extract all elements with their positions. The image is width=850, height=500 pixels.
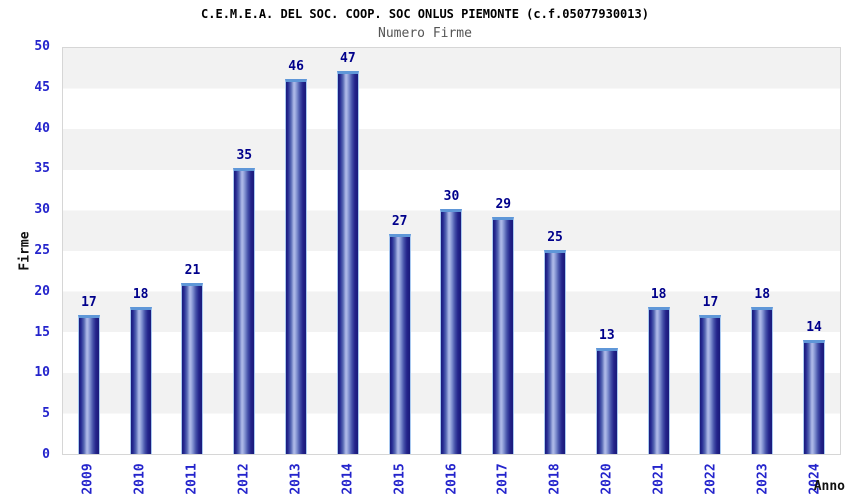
x-tick-slot: 2012 [218, 458, 270, 500]
x-tick-label: 2013 [288, 463, 304, 495]
bar-2010 [129, 307, 152, 454]
bar-2013 [285, 78, 308, 454]
x-tick-slot: 2023 [737, 458, 789, 500]
y-tick-label: 45 [34, 79, 50, 95]
y-tick-label: 40 [34, 120, 50, 136]
bar-value-label: 18 [650, 287, 667, 303]
bar-slot-2022: 17 [685, 48, 737, 454]
bar-slot-2018: 25 [529, 48, 581, 454]
x-tick-label: 2011 [184, 463, 200, 495]
bar-value-label: 30 [443, 189, 460, 205]
x-tick-label: 2009 [80, 463, 96, 495]
bar-slot-2014: 47 [322, 48, 374, 454]
bar-slot-2021: 18 [633, 48, 685, 454]
bar-value-label: 17 [702, 295, 719, 311]
bar-2022 [699, 315, 722, 454]
bar-2021 [647, 307, 670, 454]
bar-value-label: 18 [754, 287, 771, 303]
x-axis-labels: 2009 2010 2011 2012 2013 2014 2015 2016 2017 2018… [62, 458, 841, 500]
x-tick-label: 2016 [444, 463, 460, 495]
x-tick-slot: 2022 [685, 458, 737, 500]
bar-2016 [440, 209, 463, 454]
y-tick-label: 10 [34, 365, 50, 381]
bar-2017 [492, 217, 515, 454]
y-tick-label: 15 [34, 324, 50, 340]
bar-slot-2013: 46 [270, 48, 322, 454]
y-tick-label: 30 [34, 202, 50, 218]
bar-value-label: 29 [495, 197, 512, 213]
x-tick-slot: 2021 [633, 458, 685, 500]
bar-slot-2011: 21 [167, 48, 219, 454]
bar-2020 [595, 347, 618, 454]
bar-2012 [233, 168, 256, 454]
bar-slot-2023: 18 [736, 48, 788, 454]
bar-2009 [77, 315, 100, 454]
bar-value-label: 35 [236, 148, 253, 164]
bar-value-label: 25 [547, 230, 563, 245]
bar-value-label: 47 [340, 50, 356, 66]
x-tick-label: 2012 [236, 463, 252, 495]
bar-2015 [388, 233, 411, 454]
x-tick-slot: 2010 [114, 458, 166, 500]
x-tick-slot: 2020 [581, 458, 633, 500]
bar-value-label: 21 [184, 262, 201, 278]
bar-slot-2015: 27 [374, 48, 426, 454]
bar-slot-2010: 18 [115, 48, 167, 454]
x-tick-label: 2010 [132, 463, 148, 495]
x-tick-slot: 2011 [166, 458, 218, 500]
x-tick-label: 2023 [755, 463, 771, 495]
y-tick-label: 25 [34, 243, 50, 258]
bar-2014 [336, 70, 359, 454]
y-tick-label: 0 [42, 447, 50, 462]
x-tick-label: 2014 [340, 463, 356, 495]
y-tick-label: 50 [34, 39, 50, 54]
x-tick-label: 2021 [651, 463, 667, 495]
plot-area: 17 18 21 35 46 47 27 30 29 25 13 18 17 18 14 [62, 47, 841, 455]
y-axis-ticks: 0 5 10 15 20 25 30 35 40 45 50 [0, 39, 56, 462]
bar-2023 [751, 307, 774, 454]
bar-value-label: 13 [599, 327, 615, 343]
bar-value-label: 17 [81, 295, 97, 311]
bar-value-label: 18 [132, 287, 149, 303]
bar-2018 [544, 250, 567, 454]
bar-slot-2009: 17 [63, 48, 115, 454]
bar-value-label: 27 [391, 213, 408, 229]
y-tick-label: 20 [34, 283, 50, 299]
x-tick-slot: 2009 [62, 458, 114, 500]
y-tick-label: 35 [34, 161, 50, 177]
bar-slot-2024: 14 [788, 48, 840, 454]
bar-slot-2016: 30 [426, 48, 478, 454]
x-tick-slot: 2015 [374, 458, 426, 500]
bar-slot-2020: 13 [581, 48, 633, 454]
bar-value-label: 46 [288, 58, 304, 74]
x-tick-slot: 2013 [270, 458, 322, 500]
x-tick-label: 2020 [599, 463, 615, 495]
bar-slot-2012: 35 [218, 48, 270, 454]
x-tick-label: 2018 [547, 463, 563, 495]
y-tick-label: 5 [42, 406, 50, 422]
bar-value-label: 14 [806, 319, 822, 335]
bar-slot-2017: 29 [477, 48, 529, 454]
x-tick-slot: 2017 [478, 458, 530, 500]
x-axis-title: Anno [813, 479, 845, 494]
x-tick-label: 2022 [703, 463, 719, 495]
bar-2011 [181, 282, 204, 454]
chart-title: C.E.M.E.A. DEL SOC. COOP. SOC ONLUS PIEM… [201, 7, 649, 21]
bar-2024 [803, 339, 826, 454]
x-tick-slot: 2016 [426, 458, 478, 500]
x-tick-slot: 2018 [529, 458, 581, 500]
x-tick-label: 2017 [495, 463, 511, 495]
x-tick-label: 2015 [392, 463, 408, 495]
x-tick-slot: 2014 [322, 458, 374, 500]
chart-subtitle: Numero Firme [378, 26, 472, 41]
